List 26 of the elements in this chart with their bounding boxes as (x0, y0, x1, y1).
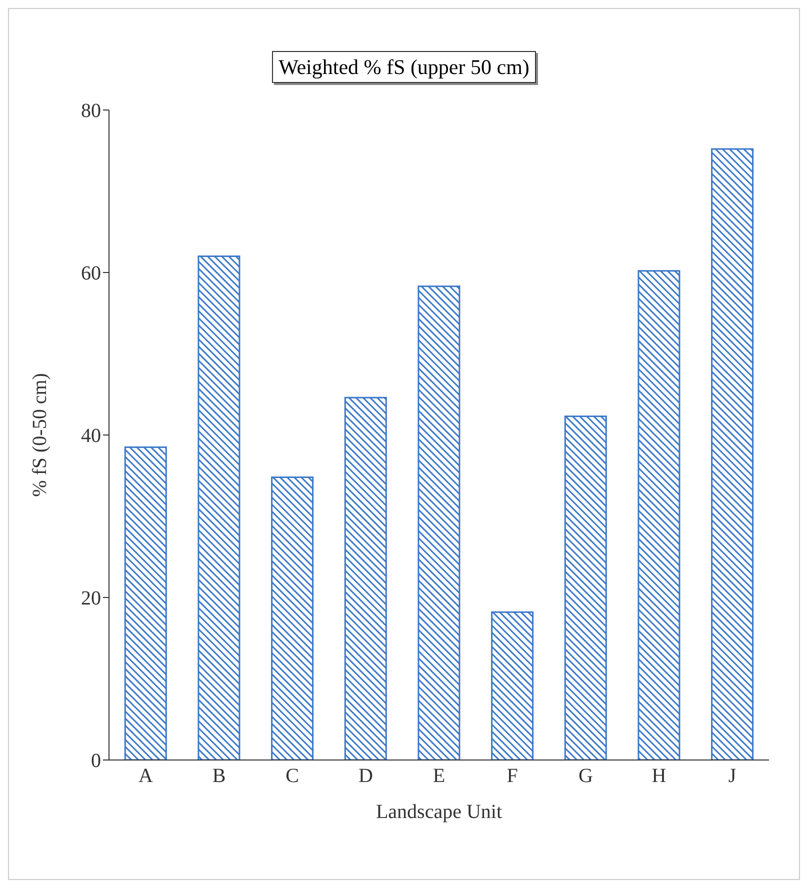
y-tick-label: 80 (81, 100, 101, 122)
bar (491, 611, 534, 760)
bar (124, 446, 167, 760)
y-tick-label: 60 (81, 262, 101, 285)
bar (418, 286, 460, 760)
y-tick-label: 0 (91, 750, 101, 772)
y-tick-label: 20 (81, 588, 101, 610)
x-tick-label: D (358, 765, 373, 788)
bar (271, 476, 314, 760)
bar (564, 416, 607, 760)
x-tick-label: J (728, 765, 736, 788)
chart-title: Weighted % fS (upper 50 cm) (272, 51, 536, 83)
x-tick-label: B (212, 765, 226, 788)
x-tick-label: F (506, 765, 518, 788)
x-tick-label: C (286, 765, 300, 788)
x-tick-label: E (432, 765, 446, 788)
bar (198, 256, 240, 760)
y-tick-label: 40 (81, 425, 101, 448)
bar (344, 396, 387, 760)
x-axis-title: Landscape Unit (376, 801, 502, 823)
y-axis-title: % fS (0-50 cm) (29, 373, 52, 497)
x-tick-label: A (138, 765, 154, 788)
bar (711, 148, 754, 760)
x-tick-label: H (652, 765, 666, 788)
bar (638, 270, 680, 760)
x-tick-label: G (578, 765, 593, 788)
